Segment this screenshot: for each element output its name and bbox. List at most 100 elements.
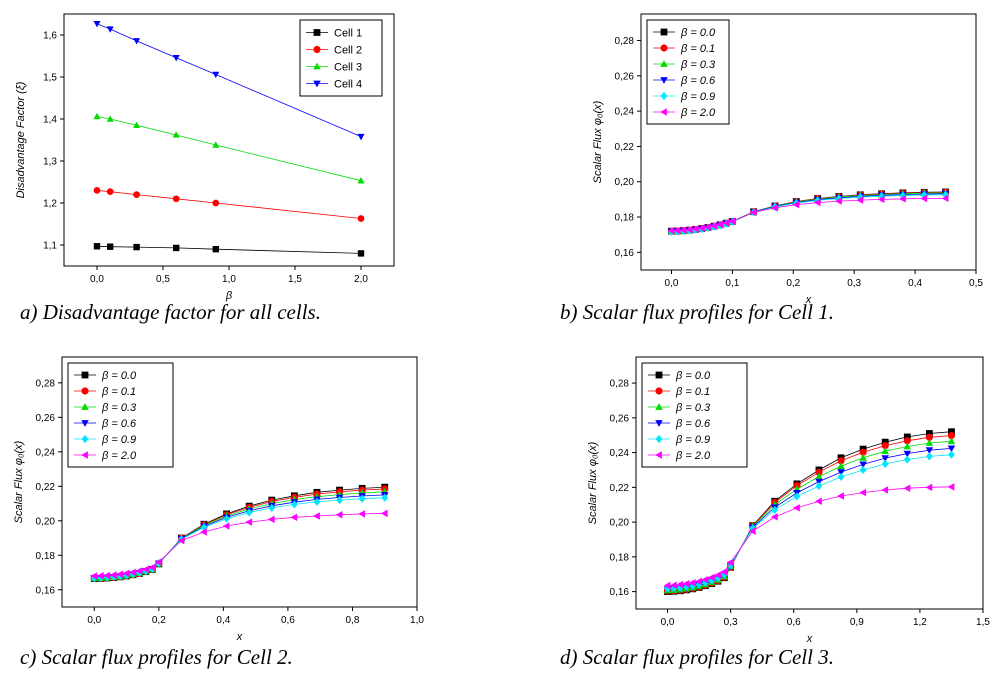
data-point <box>133 121 141 129</box>
data-point <box>357 133 365 141</box>
legend-box <box>67 362 174 468</box>
legend-label: β = 0.0 <box>675 370 711 382</box>
x-tick-label: 1,0 <box>410 615 424 626</box>
data-point <box>947 431 956 440</box>
data-point <box>728 217 736 226</box>
y-tick-label: 0,24 <box>36 447 56 458</box>
data-point <box>925 452 933 461</box>
legend-label: β = 0.1 <box>680 43 715 55</box>
data-point <box>720 568 728 576</box>
data-point <box>222 522 230 530</box>
legend-label: β = 0.0 <box>680 27 716 39</box>
x-tick-label: 2,0 <box>354 274 368 285</box>
legend-label: β = 2.0 <box>680 107 716 119</box>
data-point <box>793 492 801 501</box>
data-point <box>815 497 822 505</box>
data-point <box>245 518 253 526</box>
x-tick-label: 0,0 <box>87 615 101 626</box>
legend-label: β = 0.6 <box>101 418 137 430</box>
y-tick-label: 0,26 <box>36 413 56 424</box>
series-line <box>667 448 952 590</box>
legend: Cell 1 Cell 2 Cell 3 Cell 4 <box>299 19 383 97</box>
caption-a: a) Disadvantage factor for all cells. <box>20 300 321 324</box>
caption-b: b) Scalar flux profiles for Cell 1. <box>560 300 834 324</box>
legend-marker <box>313 62 321 70</box>
y-tick-label: 1,3 <box>43 157 57 168</box>
data-point <box>290 513 298 522</box>
data-point <box>133 38 141 45</box>
data-point <box>335 511 343 519</box>
y-tick-label: 1,6 <box>43 31 57 42</box>
legend-marker <box>660 28 668 36</box>
data-point <box>837 462 845 470</box>
data-point <box>682 580 690 588</box>
data-point <box>669 581 677 589</box>
data-point <box>707 573 715 582</box>
legend-label: β = 0.9 <box>680 91 715 103</box>
x-tick-label: 1,5 <box>288 274 302 285</box>
y-tick-label: 0,24 <box>610 448 630 459</box>
x-tick-label: 0,0 <box>90 274 104 285</box>
data-point <box>925 439 934 446</box>
legend-marker <box>313 45 321 54</box>
data-point <box>920 194 928 203</box>
series-line <box>94 513 385 577</box>
data-point <box>122 569 130 578</box>
data-point <box>172 195 180 203</box>
legend-marker <box>81 371 89 379</box>
legend-marker <box>660 44 668 52</box>
legend-label: β = 2.0 <box>675 450 711 462</box>
data-point <box>903 433 911 441</box>
data-point <box>688 579 696 587</box>
data-point <box>903 437 911 445</box>
legend-label: β = 0.9 <box>101 434 136 446</box>
legend-label: Cell 1 <box>334 28 362 40</box>
x-axis-label: β <box>225 290 233 302</box>
series-line <box>94 488 385 579</box>
x-axis-label: x <box>805 294 812 306</box>
data-point <box>856 196 864 204</box>
series-5 <box>664 450 955 593</box>
data-point <box>679 226 687 235</box>
x-tick-label: 0,4 <box>908 278 922 289</box>
y-tick-label: 1,1 <box>43 241 57 252</box>
y-tick-label: 0,28 <box>615 36 635 47</box>
data-point <box>106 115 114 122</box>
x-tick-label: 0,5 <box>156 274 170 285</box>
data-point <box>704 223 711 231</box>
data-point <box>667 227 675 235</box>
x-axis-label: x <box>236 631 243 643</box>
y-tick-label: 0,26 <box>615 71 635 82</box>
x-tick-label: 0,6 <box>787 617 801 628</box>
y-tick-label: 0,28 <box>36 378 56 389</box>
y-tick-label: 0,26 <box>610 413 630 424</box>
y-tick-label: 0,22 <box>615 142 635 153</box>
series-line <box>667 486 952 586</box>
data-point <box>212 246 219 253</box>
x-tick-label: 0,5 <box>969 278 983 289</box>
data-point <box>859 461 867 469</box>
y-tick-label: 0,20 <box>36 516 56 527</box>
series-line <box>94 494 385 579</box>
data-point <box>859 488 867 497</box>
legend-marker <box>660 91 668 101</box>
data-point <box>177 536 185 545</box>
legend-label: β = 0.3 <box>675 402 711 414</box>
data-point <box>947 445 956 453</box>
series-3 <box>93 112 365 184</box>
data-point <box>710 222 717 230</box>
legend: β = 0.0 β = 0.1 β = 0.3 β = 0.6 β = 0.9 β = 2… <box>646 19 730 125</box>
series-1 <box>93 243 365 257</box>
y-tick-label: 0,18 <box>36 551 56 562</box>
data-point <box>903 455 911 464</box>
x-tick-label: 1,5 <box>976 617 990 628</box>
plot-frame <box>61 356 418 608</box>
data-point <box>172 131 180 138</box>
data-point <box>381 493 389 502</box>
legend-marker <box>655 420 663 427</box>
legend-marker <box>313 29 321 36</box>
data-point <box>815 481 823 491</box>
data-point <box>726 558 734 567</box>
data-point <box>676 580 684 589</box>
y-axis-label: Scalar Flux φ₀(x) <box>592 100 604 183</box>
